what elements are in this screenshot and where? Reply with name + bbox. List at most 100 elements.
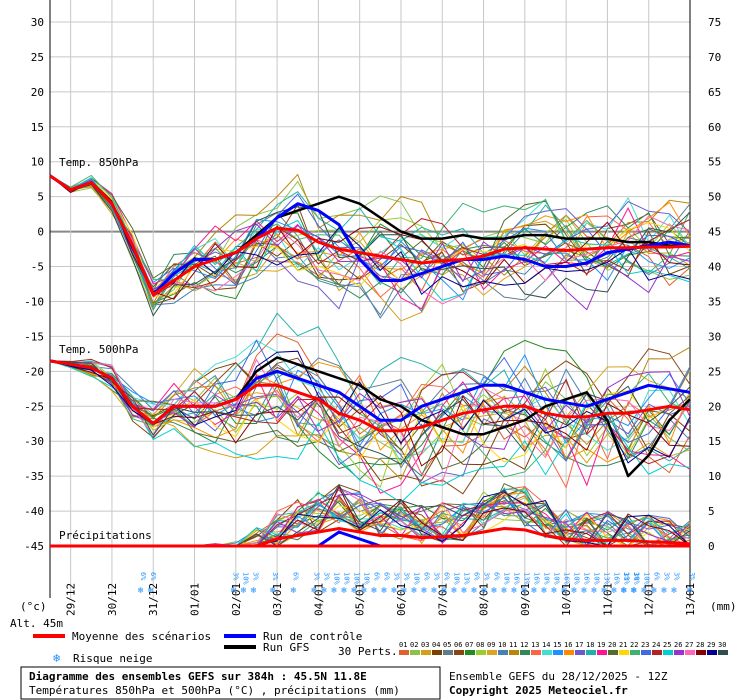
perturbation-line <box>49 358 691 483</box>
pert-legend-label: 30 <box>718 641 726 649</box>
pert-legend-label: 08 <box>476 641 484 649</box>
pert-legend-label: 03 <box>421 641 429 649</box>
snow-risk-label: 3% <box>402 572 410 581</box>
snowflake-icon: ❄ <box>391 586 397 596</box>
pert-legend-label: 14 <box>542 641 550 649</box>
y-left-tick: 25 <box>31 51 44 64</box>
snowflake-icon: ❄ <box>661 586 667 596</box>
y-left-tick: -10 <box>24 295 44 308</box>
snowflake-icon: ❄ <box>541 586 547 596</box>
snow-risk-label: 10% <box>552 572 560 585</box>
snow-risk-label: 13% <box>602 572 610 585</box>
y-left-tick: -20 <box>24 365 44 378</box>
pert-legend-swatch <box>498 650 508 655</box>
y-left-tick: -45 <box>24 540 44 553</box>
snow-risk-label: 6% <box>139 572 147 581</box>
x-tick: 13/01 <box>684 583 697 616</box>
pert-legend-label: 26 <box>674 641 682 649</box>
x-tick: 10/01 <box>560 583 573 616</box>
snow-risk-label: 10% <box>412 572 420 585</box>
x-tick: 04/01 <box>312 583 325 616</box>
snow-risk-label: 3% <box>482 572 490 581</box>
snowflake-icon: ❄ <box>311 586 317 596</box>
pert-legend-label: 16 <box>564 641 572 649</box>
unit-right: (mm) <box>710 600 737 613</box>
perturbation-line <box>49 360 691 504</box>
snowflake-icon: ❄ <box>581 586 587 596</box>
snowflake-icon: ❄ <box>270 586 276 596</box>
pert-legend-label: 21 <box>619 641 627 649</box>
snowflake-icon: ❄ <box>481 586 487 596</box>
snow-risk-label: 16% <box>562 572 570 585</box>
y-right-tick: 50 <box>708 191 721 204</box>
pert-legend-swatch <box>421 650 431 655</box>
y-left-tick: -40 <box>24 505 44 518</box>
y-left-tick: 15 <box>31 121 44 134</box>
snow-risk-label: 3% <box>312 572 320 581</box>
snow-risk-label: 16% <box>532 572 540 585</box>
y-left-tick: -5 <box>31 261 44 274</box>
pert-legend-swatch <box>674 650 684 655</box>
pert-legend-label: 25 <box>663 641 671 649</box>
y-right-tick: 10 <box>708 470 721 483</box>
snowflake-icon: ❄ <box>501 586 507 596</box>
snowflake-icon: ❄ <box>591 586 597 596</box>
pert-legend-swatch <box>718 650 728 655</box>
pert-legend-label: 20 <box>608 641 616 649</box>
snowflake-icon: ❄ <box>138 586 144 596</box>
snowflake-icon: ❄ <box>451 586 457 596</box>
axis-ticks: 302520151050-5-10-15-20-25-30-35-40-4575… <box>24 16 721 616</box>
perturbation-line <box>49 360 691 467</box>
pert-legend-label: 02 <box>410 641 418 649</box>
snowflake-icon: ❄ <box>651 586 657 596</box>
label-t500: Temp. 500hPa <box>59 343 138 356</box>
x-tick: 06/01 <box>395 583 408 616</box>
y-right-tick: 0 <box>708 540 715 553</box>
perturbation-line <box>49 360 691 470</box>
perturbation-line <box>49 175 691 299</box>
snowflake-icon: ❄ <box>401 586 407 596</box>
run-info: Ensemble GEFS du 28/12/2025 - 12Z <box>449 670 668 683</box>
y-right-tick: 70 <box>708 51 721 64</box>
snow-risk-label: 3% <box>432 572 440 581</box>
snow-risk-label: 3% <box>662 572 670 581</box>
snow-risk-label: 3% <box>392 572 400 581</box>
pert-legend-label: 13 <box>531 641 539 649</box>
y-left-tick: 20 <box>31 86 44 99</box>
perturbation-line <box>49 175 691 301</box>
snow-risk-label: 3% <box>672 572 680 581</box>
snowflake-icon: ❄ <box>461 586 467 596</box>
x-tick: 03/01 <box>271 583 284 616</box>
pert-legend-swatch <box>443 650 453 655</box>
snow-risk-label: 3% <box>271 572 279 581</box>
pert-legend: 01 02 03 04 05 06 07 08 09 10 11 12 13 14 15 16 17 18 19 20… <box>399 641 728 655</box>
snowflake-icon: ❄ <box>561 586 567 596</box>
snowflake-icon: ❄ <box>291 586 297 596</box>
snow-risk-label: 3% <box>252 572 260 581</box>
snowflake-icon: ❄ <box>621 586 627 596</box>
perturbation-line <box>49 348 691 495</box>
snowflake-icon: ❄ <box>321 586 327 596</box>
pert-legend-swatch <box>597 650 607 655</box>
snowflake-icon: ❄ <box>351 586 357 596</box>
snowflake-icon: ❄ <box>531 586 537 596</box>
x-tick: 02/01 <box>230 583 243 616</box>
perturbation-line <box>49 360 691 482</box>
snowflake-icon: ❄ <box>53 651 60 665</box>
pert-legend-label: 23 <box>641 641 649 649</box>
snow-risk-label: 16% <box>612 572 620 585</box>
snow-risk-label: 6% <box>492 572 500 581</box>
pert-legend-swatch <box>531 650 541 655</box>
snowflake-icon: ❄ <box>371 586 377 596</box>
y-left-tick: -35 <box>24 470 44 483</box>
pert-legend-label: 19 <box>597 641 605 649</box>
y-right-tick: 5 <box>708 505 715 518</box>
perturbation-line <box>49 175 691 317</box>
snow-risk-label: 3% <box>322 572 330 581</box>
snowflake-icon: ❄ <box>601 586 607 596</box>
pert-legend-swatch <box>487 650 497 655</box>
pert-legend-swatch <box>696 650 706 655</box>
snowflake-icon: ❄ <box>431 586 437 596</box>
pert-legend-label: 10 <box>498 641 506 649</box>
